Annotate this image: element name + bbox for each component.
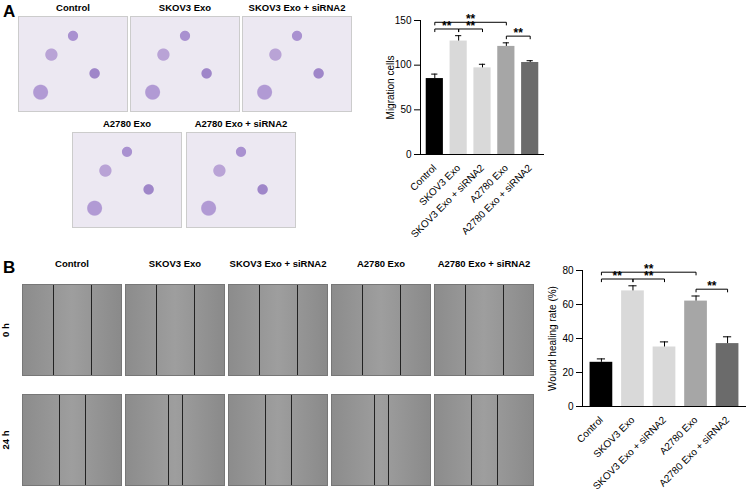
svg-text:**: ** (466, 12, 476, 26)
svg-text:100: 100 (395, 59, 412, 70)
svg-text:Wound healing rate (%): Wound healing rate (%) (547, 286, 558, 391)
svg-text:60: 60 (562, 299, 574, 310)
svg-text:**: ** (442, 19, 452, 33)
html-text:Control: Control (56, 2, 90, 13)
html-text:SKOV3 Exo: SKOV3 Exo (158, 2, 212, 13)
html-text:SKOV3 Exo: SKOV3 Exo (148, 258, 202, 269)
svg-text:SKOV3 Exo + siRNA2: SKOV3 Exo + siRNA2 (590, 414, 669, 492)
svg-text:**: ** (707, 279, 717, 293)
svg-text:A2780 Exo + siRNA2: A2780 Exo + siRNA2 (459, 162, 534, 237)
html-text:SKOV3 Exo + siRNA2: SKOV3 Exo + siRNA2 (248, 2, 346, 13)
html-text:A2780 Exo + siRNA2: A2780 Exo + siRNA2 (437, 258, 531, 269)
svg-text:Migration cells: Migration cells (385, 56, 396, 120)
html-text:0 h: 0 h (0, 323, 11, 337)
svg-text:0: 0 (406, 149, 412, 160)
svg-text:Control: Control (575, 414, 606, 445)
svg-text:80: 80 (562, 265, 574, 276)
svg-text:SKOV3 Exo + siRNA2: SKOV3 Exo + siRNA2 (408, 162, 487, 240)
svg-text:0: 0 (568, 401, 574, 412)
svg-text:**: ** (613, 269, 623, 283)
html-text:A2780 Exo: A2780 Exo (357, 258, 405, 269)
svg-text:SKOV3 Exo: SKOV3 Exo (591, 414, 637, 460)
html-text:A2780 Exo + siRNA2: A2780 Exo + siRNA2 (194, 118, 288, 129)
svg-text:Control: Control (407, 162, 439, 193)
svg-text:20: 20 (562, 367, 574, 378)
svg-text:40: 40 (562, 333, 574, 344)
svg-text:**: ** (514, 26, 524, 40)
svg-text:SKOV3 Exo: SKOV3 Exo (416, 162, 463, 208)
svg-text:50: 50 (400, 104, 412, 115)
html-text:B: B (3, 258, 16, 277)
html-text:Control: Control (55, 258, 89, 269)
html-text:A2780 Exo: A2780 Exo (103, 118, 151, 129)
svg-text:**: ** (644, 262, 654, 276)
html-text:A: A (3, 2, 16, 21)
svg-text:A2780 Exo + siRNA2: A2780 Exo + siRNA2 (657, 414, 732, 489)
html-text:24 h: 24 h (0, 430, 11, 450)
html-text:SKOV3 Exo + siRNA2: SKOV3 Exo + siRNA2 (229, 258, 327, 269)
svg-text:150: 150 (395, 15, 412, 26)
